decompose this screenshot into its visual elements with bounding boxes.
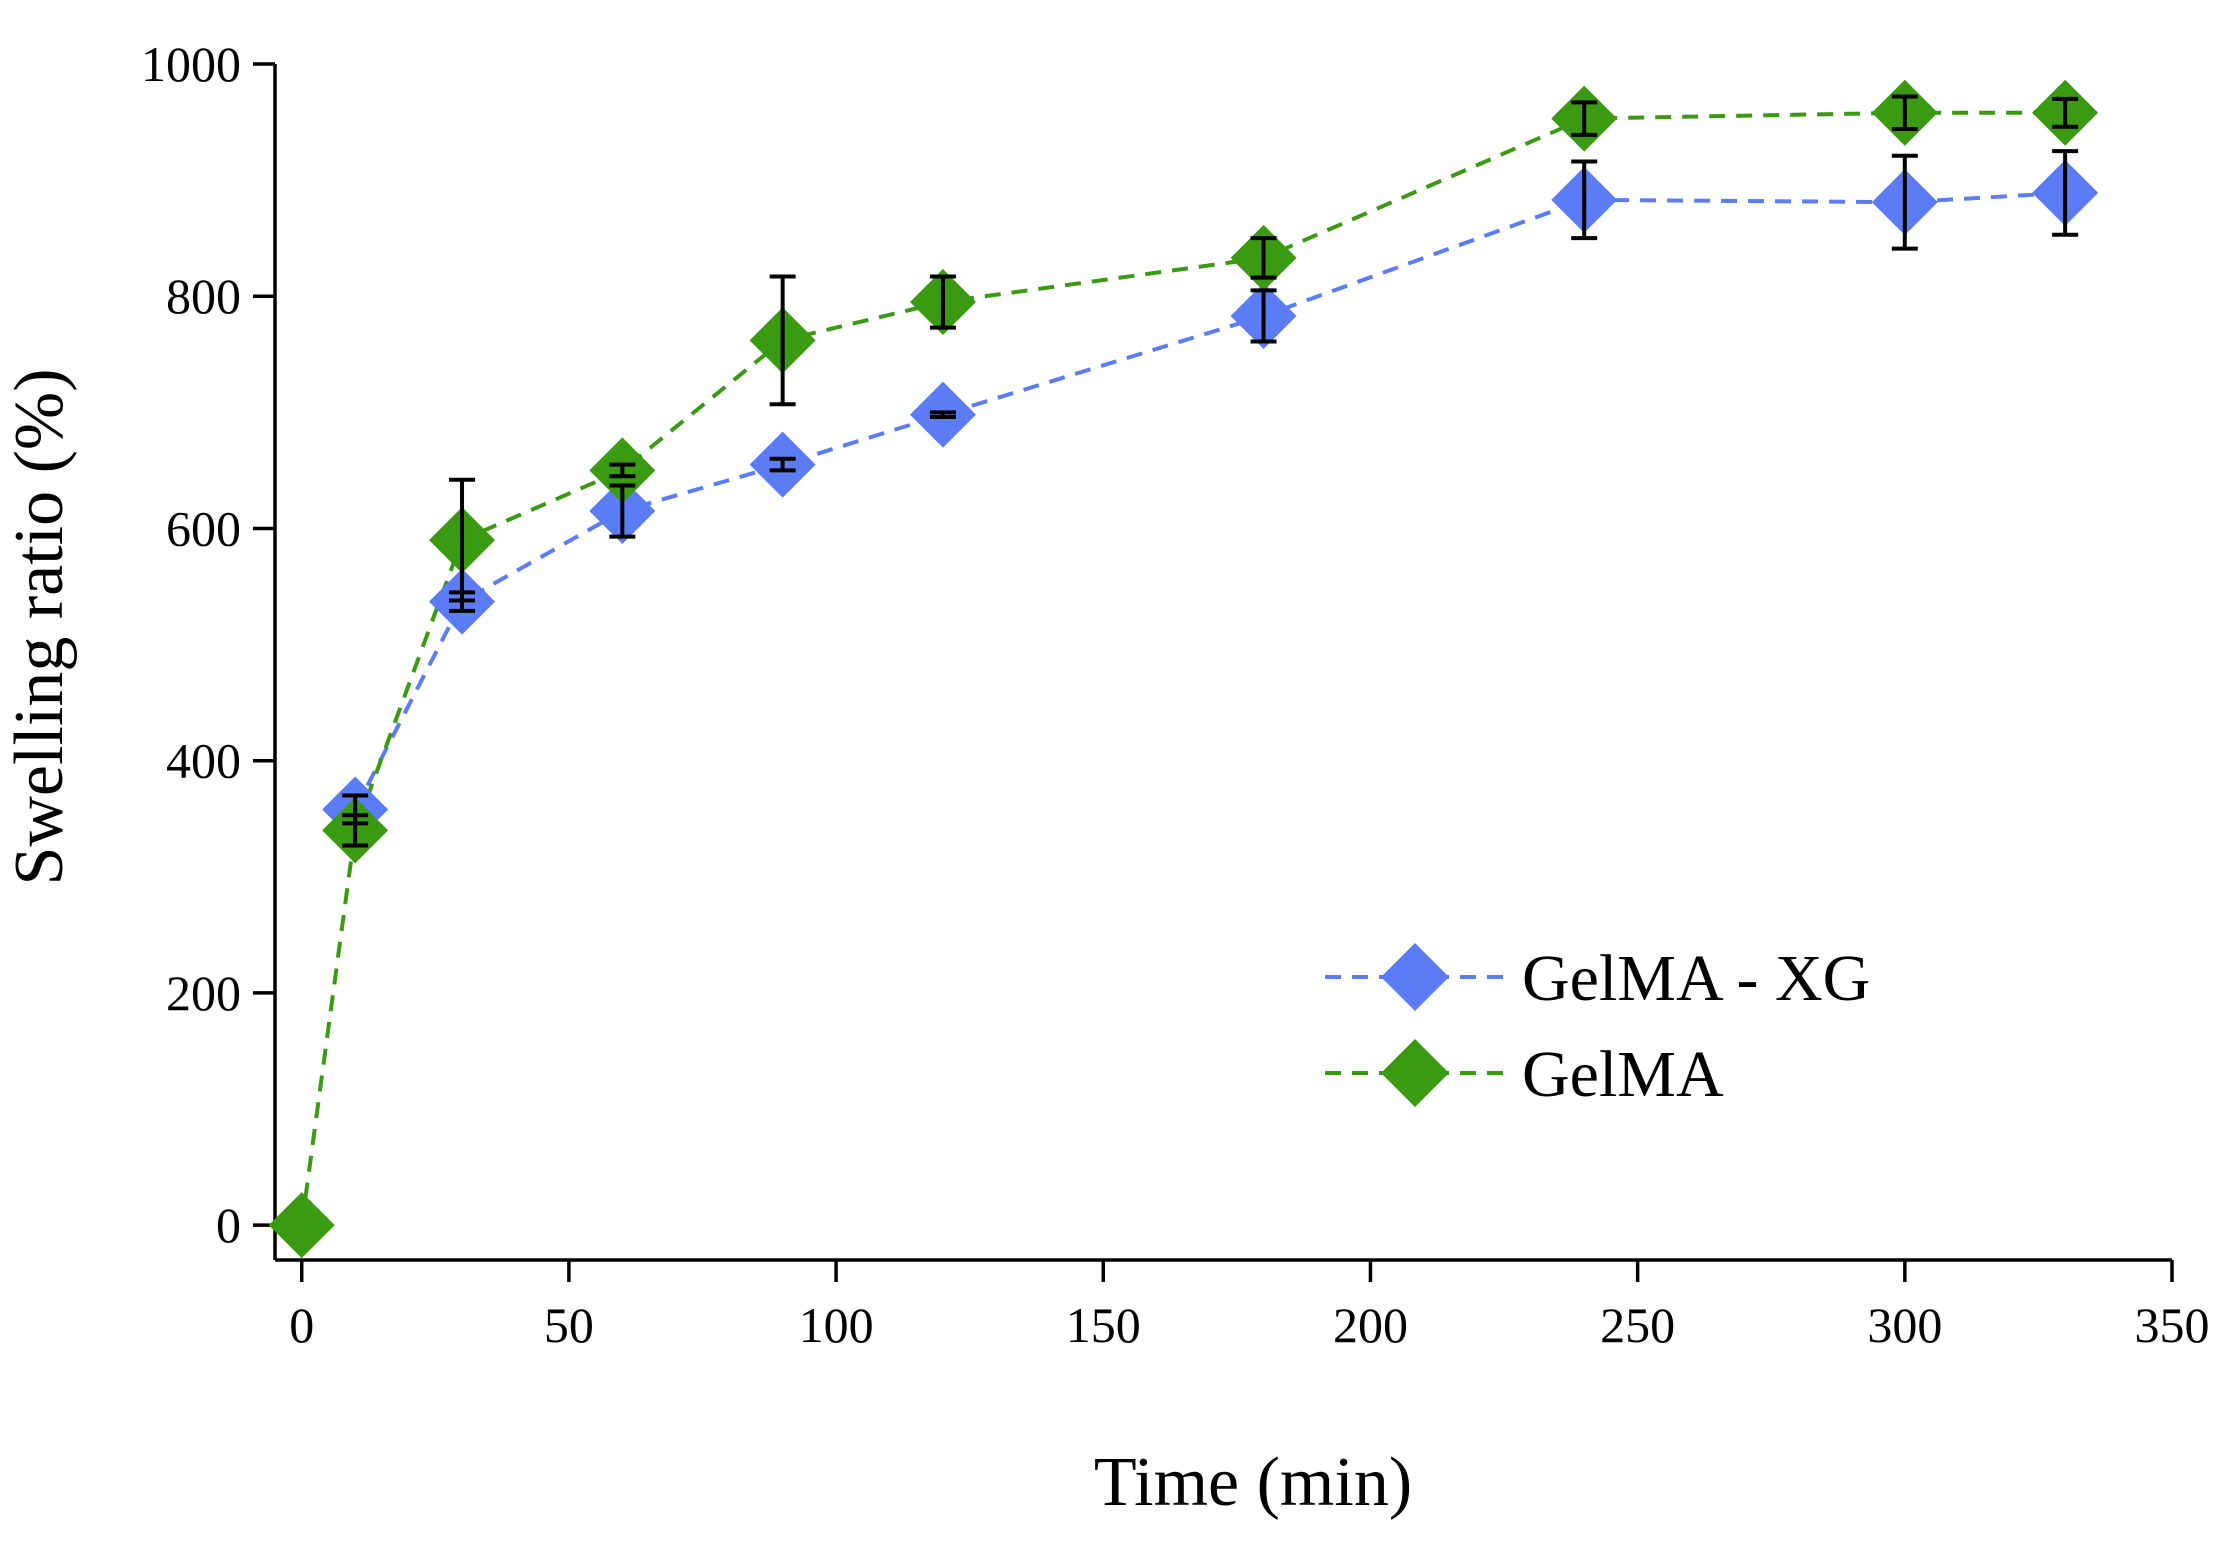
y-tick-label: 0 <box>216 1197 241 1253</box>
legend-marker-0 <box>1381 943 1449 1011</box>
x-tick-label: 300 <box>1867 1297 1942 1353</box>
legend-label-1: GelMA <box>1522 1038 1724 1111</box>
series-line-1 <box>299 110 2066 1226</box>
y-tick-label: 1000 <box>141 36 241 92</box>
axes: 0 50 100 150 200 250 300 350 0 200 400 600 800 1000 <box>141 36 2210 1353</box>
x-tick-label: 250 <box>1600 1297 1675 1353</box>
y-tick-label: 200 <box>166 965 241 1021</box>
series-layer <box>268 79 2099 1259</box>
y-tick-label: 400 <box>166 733 241 789</box>
data-point-1 <box>268 1192 335 1259</box>
legend-label-0: GelMA - XG <box>1522 942 1870 1015</box>
y-tick-label: 800 <box>166 268 241 324</box>
x-tick-label: 350 <box>2135 1297 2210 1353</box>
x-tick-label: 0 <box>289 1297 314 1353</box>
x-tick-label: 200 <box>1333 1297 1408 1353</box>
x-axis-title: Time (min) <box>1094 1444 1412 1521</box>
y-tick-label: 600 <box>166 500 241 556</box>
x-tick-label: 50 <box>544 1297 594 1353</box>
x-tick-label: 150 <box>1066 1297 1141 1353</box>
x-tick-label: 100 <box>799 1297 874 1353</box>
legend-marker-1 <box>1381 1039 1449 1107</box>
y-axis-title: Swelling ratio (%) <box>1 368 78 885</box>
legend: GelMA - XG GelMA <box>1325 942 1870 1111</box>
